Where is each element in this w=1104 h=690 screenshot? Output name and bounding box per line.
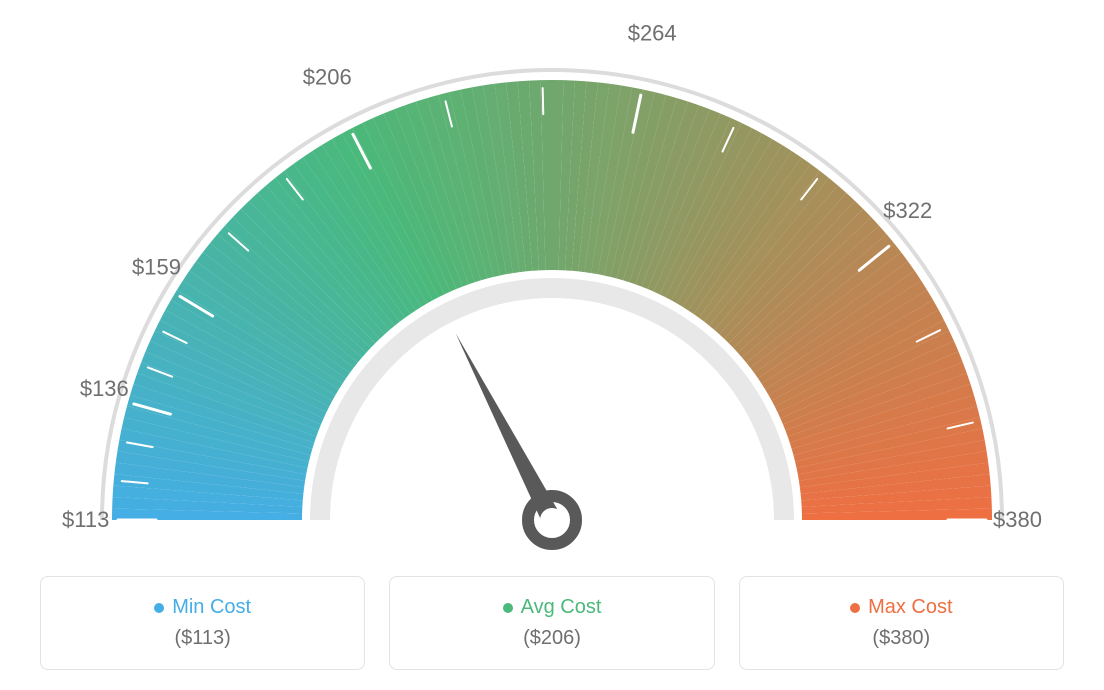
legend-title-min: Min Cost	[154, 596, 251, 619]
legend-value-min: ($113)	[175, 627, 231, 650]
tick-label: $136	[80, 376, 129, 401]
legend-card-max: Max Cost ($380)	[739, 576, 1064, 670]
tick-label: $159	[132, 255, 181, 280]
legend-value-avg: ($206)	[523, 627, 581, 650]
legend-label-max: Max Cost	[868, 596, 952, 619]
legend-card-min: Min Cost ($113)	[40, 576, 365, 670]
tick-minor	[543, 88, 544, 114]
legend-value-max: ($380)	[872, 627, 930, 650]
tick-label: $206	[303, 65, 352, 90]
legend-card-avg: Avg Cost ($206)	[389, 576, 714, 670]
needle-hub-hole	[540, 508, 564, 532]
legend-label-avg: Avg Cost	[521, 596, 602, 619]
legend-label-min: Min Cost	[172, 596, 251, 619]
legend-dot-min	[154, 603, 164, 613]
legend-title-max: Max Cost	[850, 596, 952, 619]
legend-dot-avg	[503, 603, 513, 613]
legend-title-avg: Avg Cost	[503, 596, 602, 619]
tick-label: $113	[62, 507, 109, 532]
gauge-band	[112, 80, 992, 520]
legend-dot-max	[850, 603, 860, 613]
tick-label: $264	[628, 20, 677, 45]
gauge-svg: $113 $136 $159 $206 $264 $322 $380	[0, 0, 1104, 560]
tick-label: $380	[993, 507, 1042, 532]
tick-label: $322	[883, 198, 932, 223]
legend-row: Min Cost ($113) Avg Cost ($206) Max Cost…	[40, 576, 1064, 670]
cost-gauge-chart: $113 $136 $159 $206 $264 $322 $380 Min Cost ($…	[0, 0, 1104, 690]
